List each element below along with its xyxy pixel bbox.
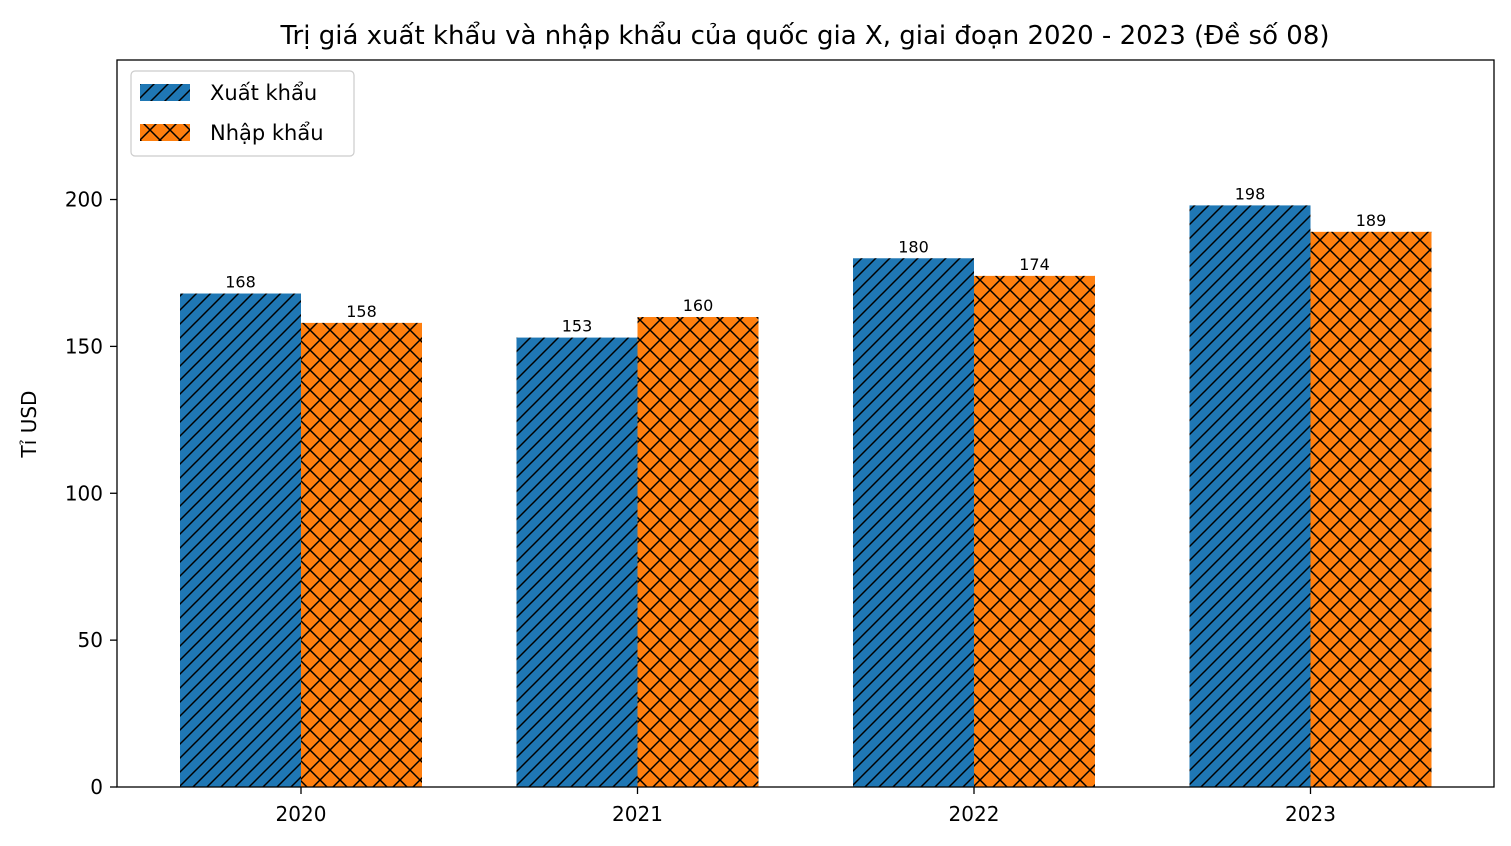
bar-hatch-exports-2020 [180, 293, 301, 787]
y-tick-label-100: 100 [65, 481, 103, 505]
legend-label-exports: Xuất khẩu [210, 81, 317, 105]
legend-label-imports: Nhập khẩu [210, 121, 324, 145]
x-tick-label-2020: 2020 [276, 802, 327, 826]
data-labels-layer: 168 158 153 160 180 174 198 189 [225, 184, 1386, 335]
bar-hatch-imports-2023 [1310, 231, 1432, 787]
data-label-imports-2021: 160 [683, 296, 714, 315]
plot-frame [116, 59, 1495, 788]
data-label-exports-2022: 180 [898, 237, 929, 256]
data-label-exports-2020: 168 [225, 273, 256, 292]
bar-hatch-imports-2022 [974, 275, 1095, 787]
x-tick-label-2023: 2023 [1285, 802, 1336, 826]
y-tick-label-200: 200 [65, 188, 103, 212]
x-tick-label-2021: 2021 [612, 802, 663, 826]
legend-swatch-exports-hatch [140, 84, 190, 101]
y-tick-label-50: 50 [78, 628, 103, 652]
bar-hatch-exports-2022 [853, 258, 974, 788]
y-tick-label-0: 0 [90, 775, 103, 799]
legend-swatch-imports-hatch [140, 124, 190, 141]
x-tick-label-2022: 2022 [949, 802, 1000, 826]
bar-hatch-exports-2021 [516, 337, 638, 787]
chart-title: Trị giá xuất khẩu và nhập khẩu của quốc … [279, 20, 1329, 51]
data-label-imports-2020: 158 [346, 302, 377, 321]
bar-hatch-exports-2023 [1189, 205, 1311, 787]
data-label-imports-2023: 189 [1356, 211, 1387, 230]
bar-hatch-imports-2021 [637, 317, 759, 787]
data-label-imports-2022: 174 [1019, 255, 1050, 274]
data-label-exports-2023: 198 [1235, 184, 1266, 203]
bars-layer [180, 205, 1432, 788]
legend: Xuất khẩu Nhập khẩu [130, 70, 355, 157]
axes-layer: 2020 2021 2022 2023 0 50 100 150 200 [65, 59, 1495, 826]
data-label-exports-2021: 153 [562, 317, 593, 336]
y-axis-label: Tỉ USD [17, 391, 41, 459]
y-tick-label-150: 150 [65, 334, 103, 358]
bar-hatch-imports-2020 [301, 322, 422, 787]
